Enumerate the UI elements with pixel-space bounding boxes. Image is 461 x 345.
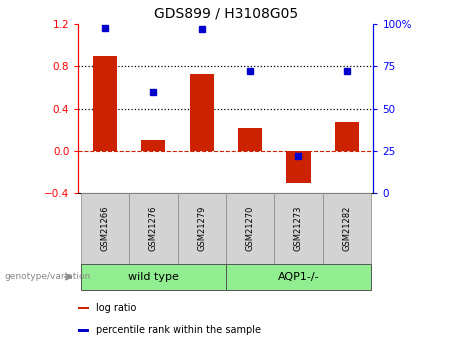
Bar [78,307,89,309]
FancyBboxPatch shape [226,264,371,290]
FancyBboxPatch shape [177,193,226,264]
Bar [141,140,165,151]
Bar [286,151,311,183]
Text: percentile rank within the sample: percentile rank within the sample [96,325,261,335]
Text: GSM21276: GSM21276 [149,206,158,251]
Bar [78,329,89,332]
Bar [189,74,214,151]
Text: GSM21270: GSM21270 [246,206,254,251]
FancyBboxPatch shape [129,193,177,264]
FancyBboxPatch shape [274,193,323,264]
FancyBboxPatch shape [81,193,129,264]
FancyBboxPatch shape [226,193,274,264]
Bar [93,56,117,151]
Text: wild type: wild type [128,272,179,282]
Text: log ratio: log ratio [96,303,136,313]
Text: GSM21279: GSM21279 [197,206,206,251]
FancyBboxPatch shape [323,193,371,264]
FancyBboxPatch shape [81,264,226,290]
Text: genotype/variation: genotype/variation [5,272,91,282]
Text: AQP1-/-: AQP1-/- [278,272,319,282]
Title: GDS899 / H3108G05: GDS899 / H3108G05 [154,6,298,20]
Text: GSM21266: GSM21266 [100,206,109,251]
Text: GSM21273: GSM21273 [294,206,303,251]
Text: GSM21282: GSM21282 [343,206,351,251]
Bar [238,128,262,151]
Bar [335,122,359,151]
